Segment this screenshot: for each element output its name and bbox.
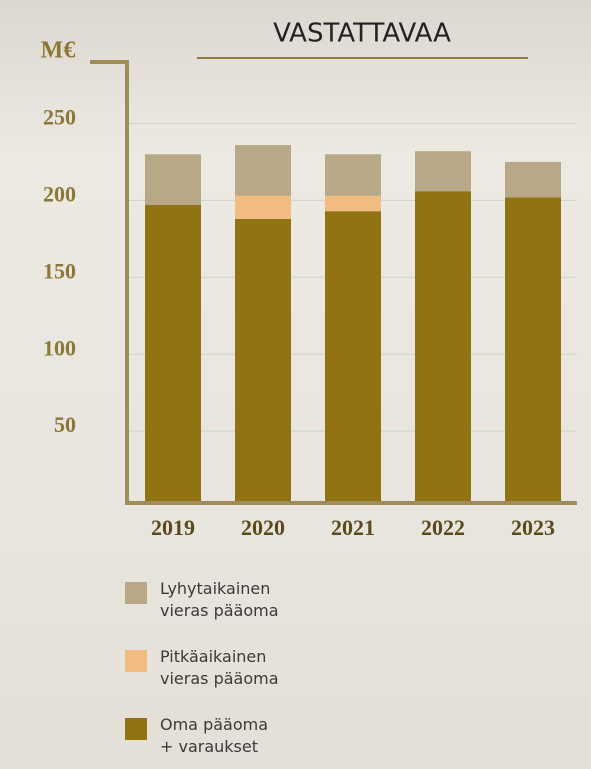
bar-segment: [145, 154, 201, 205]
chart: VASTATTAVAA M€ 50 100 150 200 250 2019 2020 202…: [0, 0, 591, 769]
x-tick-label: 2022: [421, 515, 465, 540]
y-tick-label: 150: [43, 258, 76, 283]
y-axis-label: M€: [41, 38, 76, 64]
x-tick-label: 2020: [241, 515, 285, 540]
legend-label: Oma pääoma + varaukset: [160, 714, 268, 758]
bar-segment: [145, 205, 201, 503]
y-tick-label: 100: [43, 335, 76, 360]
legend-swatch: [125, 582, 147, 604]
x-tick-label: 2019: [151, 515, 195, 540]
bar-segment: [415, 151, 471, 191]
legend-swatch: [125, 718, 147, 740]
bar-segment: [325, 211, 381, 503]
bar-segment: [235, 219, 291, 503]
y-tick-label: 200: [43, 181, 76, 206]
bar-segment: [505, 197, 561, 503]
y-tick-label: 50: [54, 412, 76, 437]
x-tick-label: 2023: [511, 515, 555, 540]
bar-segment: [505, 162, 561, 197]
bar-segment: [235, 145, 291, 196]
y-tick-label: 250: [43, 105, 76, 130]
chart-title: VASTATTAVAA: [273, 19, 451, 49]
legend-label: Lyhytaikainen vieras pääoma: [160, 578, 279, 622]
bar-segment: [325, 196, 381, 211]
page: VASTATTAVAA M€ 50 100 150 200 250 2019 2020 202…: [0, 0, 591, 769]
bar-segment: [325, 154, 381, 196]
legend-swatch: [125, 650, 147, 672]
bar-segment: [235, 196, 291, 219]
legend-label: Pitkäaikainen vieras pääoma: [160, 646, 279, 690]
x-tick-label: 2021: [331, 515, 375, 540]
bar-segment: [415, 191, 471, 503]
